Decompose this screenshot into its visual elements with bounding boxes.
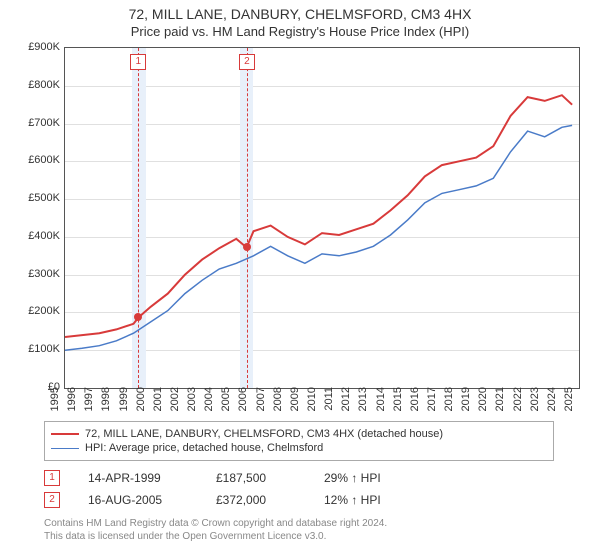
sale-marker-2: 2 <box>44 492 60 508</box>
x-axis-label: 2025 <box>563 387 593 411</box>
footer: Contains HM Land Registry data © Crown c… <box>44 517 554 543</box>
sale-marker-dot <box>243 243 251 251</box>
sale-price: £372,000 <box>216 493 296 507</box>
y-axis-label: £900K <box>20 41 60 53</box>
legend-item-hpi: HPI: Average price, detached house, Chel… <box>51 442 547 454</box>
y-axis-label: £100K <box>20 343 60 355</box>
chart: £0£100K£200K£300K£400K£500K£600K£700K£80… <box>20 47 580 417</box>
sale-marker-box: 1 <box>130 54 146 70</box>
y-axis-label: £200K <box>20 305 60 317</box>
legend: 72, MILL LANE, DANBURY, CHELMSFORD, CM3 … <box>44 421 554 461</box>
sale-delta: 12% ↑ HPI <box>324 493 424 507</box>
legend-item-property: 72, MILL LANE, DANBURY, CHELMSFORD, CM3 … <box>51 428 547 440</box>
footer-line: Contains HM Land Registry data © Crown c… <box>44 517 554 530</box>
sale-delta: 29% ↑ HPI <box>324 471 424 485</box>
y-axis-label: £300K <box>20 268 60 280</box>
y-axis-label: £700K <box>20 117 60 129</box>
y-axis-label: £400K <box>20 230 60 242</box>
sale-date: 14-APR-1999 <box>88 471 188 485</box>
sale-date: 16-AUG-2005 <box>88 493 188 507</box>
y-axis-label: £600K <box>20 154 60 166</box>
footer-line: This data is licensed under the Open Gov… <box>44 530 554 543</box>
page-subtitle: Price paid vs. HM Land Registry's House … <box>0 24 600 39</box>
sale-marker-dot <box>134 313 142 321</box>
sale-price: £187,500 <box>216 471 296 485</box>
legend-label: 72, MILL LANE, DANBURY, CHELMSFORD, CM3 … <box>85 428 443 440</box>
y-axis-label: £500K <box>20 192 60 204</box>
series-line-property <box>65 95 572 337</box>
sales-table: 1 14-APR-1999 £187,500 29% ↑ HPI 2 16-AU… <box>44 467 554 511</box>
table-row: 1 14-APR-1999 £187,500 29% ↑ HPI <box>44 467 554 489</box>
sale-marker-box: 2 <box>239 54 255 70</box>
page-title: 72, MILL LANE, DANBURY, CHELMSFORD, CM3 … <box>0 6 600 22</box>
plot-area: 12 <box>64 47 580 389</box>
table-row: 2 16-AUG-2005 £372,000 12% ↑ HPI <box>44 489 554 511</box>
y-axis-label: £800K <box>20 79 60 91</box>
legend-swatch <box>51 448 79 449</box>
sale-marker-1: 1 <box>44 470 60 486</box>
legend-swatch <box>51 433 79 435</box>
legend-label: HPI: Average price, detached house, Chel… <box>85 442 323 454</box>
